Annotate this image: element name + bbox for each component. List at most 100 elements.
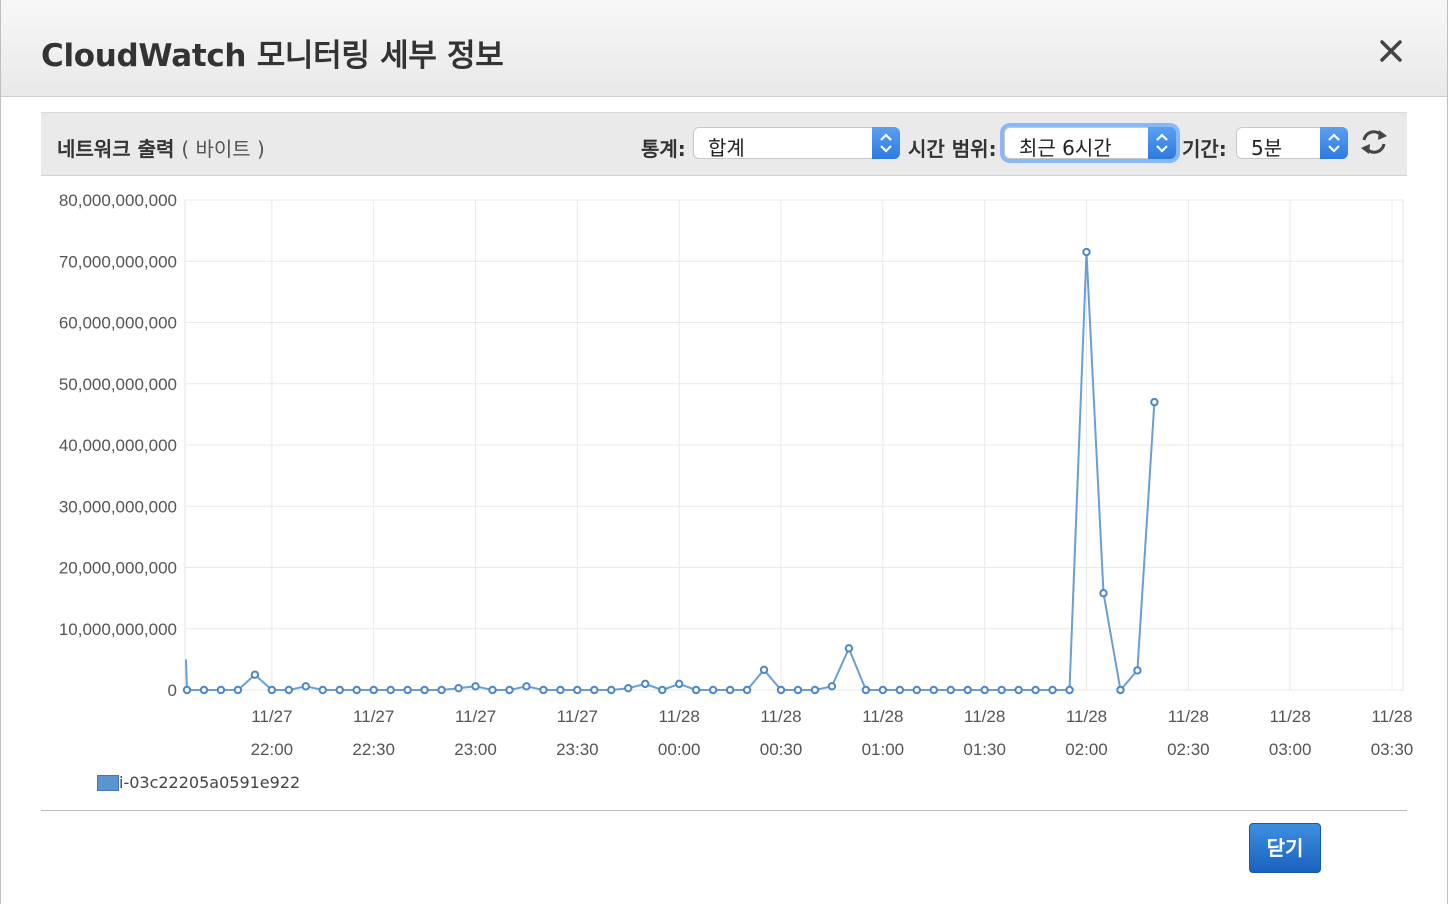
series-line-lead <box>185 659 188 691</box>
data-point <box>573 685 582 695</box>
data-point <box>386 685 395 695</box>
data-point <box>776 685 786 695</box>
data-point <box>556 685 565 695</box>
data-point <box>844 644 854 653</box>
data-point <box>895 685 905 695</box>
time-range-label: 시간 범위: <box>908 137 997 161</box>
data-point <box>284 685 294 695</box>
series-line <box>187 251 1156 691</box>
data-point <box>793 685 803 695</box>
data-point <box>827 682 837 691</box>
network-out-chart: 0 10,000,000,000 20,000,000,000 30,000,000,… <box>59 191 1414 759</box>
chevron-updown-icon <box>1148 127 1176 159</box>
x-tick-date: 11/27 <box>353 707 394 726</box>
period-value: 5분 <box>1251 136 1283 160</box>
data-point <box>267 685 277 695</box>
y-tick-label: 60,000,000,000 <box>59 314 177 333</box>
x-tick-date: 11/27 <box>251 707 292 726</box>
x-tick-time: 00:30 <box>760 740 803 759</box>
y-tick-label: 70,000,000,000 <box>59 252 177 271</box>
statistic-select[interactable]: 합계 <box>693 127 900 160</box>
data-point <box>250 670 260 679</box>
metric-title: 네트워크 출력 ( 바이트 ) <box>57 133 265 162</box>
data-point <box>742 685 752 695</box>
y-tick-label: 40,000,000,000 <box>59 436 177 455</box>
data-point <box>708 685 718 695</box>
data-point <box>590 685 599 695</box>
data-point <box>1133 666 1142 675</box>
x-tick-date: 11/28 <box>760 707 801 726</box>
x-tick-time: 02:00 <box>1065 740 1108 759</box>
data-point <box>471 682 480 691</box>
data-point <box>1014 685 1023 695</box>
y-tick-label: 50,000,000,000 <box>59 375 177 394</box>
data-point <box>1082 247 1091 257</box>
x-tick-time: 00:00 <box>658 740 701 759</box>
data-point <box>437 685 446 695</box>
legend-swatch <box>97 774 119 791</box>
chevron-updown-icon <box>872 127 900 159</box>
data-point <box>691 685 701 695</box>
data-point <box>539 685 548 695</box>
x-tick-date: 11/28 <box>659 707 700 726</box>
statistic-label: 통계: <box>641 137 686 161</box>
data-point <box>946 685 955 695</box>
x-tick-time: 03:30 <box>1371 740 1414 759</box>
metric-toolbar: 네트워크 출력 ( 바이트 ) 통계: 합계 시간 범위: 최근 6시간 기간:… <box>41 112 1407 176</box>
x-tick-time: 23:30 <box>556 740 599 759</box>
close-button[interactable]: 닫기 <box>1249 823 1321 873</box>
data-point <box>997 685 1006 695</box>
time-range-select[interactable]: 최근 6시간 <box>1004 127 1176 160</box>
y-tick-label: 20,000,000,000 <box>59 559 177 578</box>
data-point <box>420 685 429 695</box>
data-point <box>725 685 735 695</box>
data-point <box>318 685 327 695</box>
x-tick-date: 11/28 <box>1168 707 1209 726</box>
data-point <box>929 685 938 695</box>
x-tick-date: 11/28 <box>964 707 1005 726</box>
x-tick-time: 02:30 <box>1167 740 1210 759</box>
data-point <box>1116 685 1125 695</box>
data-point <box>1048 685 1057 695</box>
period-select[interactable]: 5분 <box>1236 127 1348 160</box>
chevron-updown-icon <box>1320 127 1348 159</box>
data-point <box>963 685 972 695</box>
data-point <box>1065 685 1074 695</box>
x-tick-date: 11/28 <box>862 707 903 726</box>
data-point <box>233 685 243 695</box>
data-point <box>912 685 921 695</box>
y-tick-label: 80,000,000,000 <box>59 191 177 210</box>
refresh-icon[interactable] <box>1357 127 1391 157</box>
y-tick-label: 10,000,000,000 <box>59 620 177 639</box>
dialog-title: CloudWatch 모니터링 세부 정보 <box>41 38 504 74</box>
period-label: 기간: <box>1182 137 1227 161</box>
metric-unit: ( 바이트 ) <box>181 137 265 161</box>
x-tick-time: 01:00 <box>862 740 905 759</box>
data-point <box>861 685 871 695</box>
data-point <box>607 685 616 695</box>
x-tick-time: 22:00 <box>251 740 294 759</box>
data-point <box>878 685 888 695</box>
data-point <box>352 685 361 695</box>
data-point <box>1150 397 1159 407</box>
dialog-header: CloudWatch 모니터링 세부 정보 <box>1 0 1447 97</box>
data-point <box>301 682 311 691</box>
data-point <box>1031 685 1040 695</box>
data-point <box>980 685 989 695</box>
data-point <box>759 665 769 674</box>
data-point <box>1099 589 1108 598</box>
metric-name: 네트워크 출력 <box>57 137 175 161</box>
footer-divider <box>41 810 1407 811</box>
data-point <box>454 683 463 693</box>
x-tick-date: 11/28 <box>1066 707 1107 726</box>
x-tick-date: 11/28 <box>1371 707 1412 726</box>
data-point <box>216 685 226 695</box>
x-tick-time: 01:30 <box>963 740 1006 759</box>
x-tick-time: 23:00 <box>454 740 497 759</box>
legend-series-label: i-03c22205a0591e922 <box>119 773 301 792</box>
chart-legend: i-03c22205a0591e922 <box>97 772 300 794</box>
data-point <box>674 679 684 689</box>
close-icon[interactable] <box>1375 32 1409 66</box>
time-range-value: 최근 6시간 <box>1019 136 1112 160</box>
statistic-value: 합계 <box>708 136 745 160</box>
